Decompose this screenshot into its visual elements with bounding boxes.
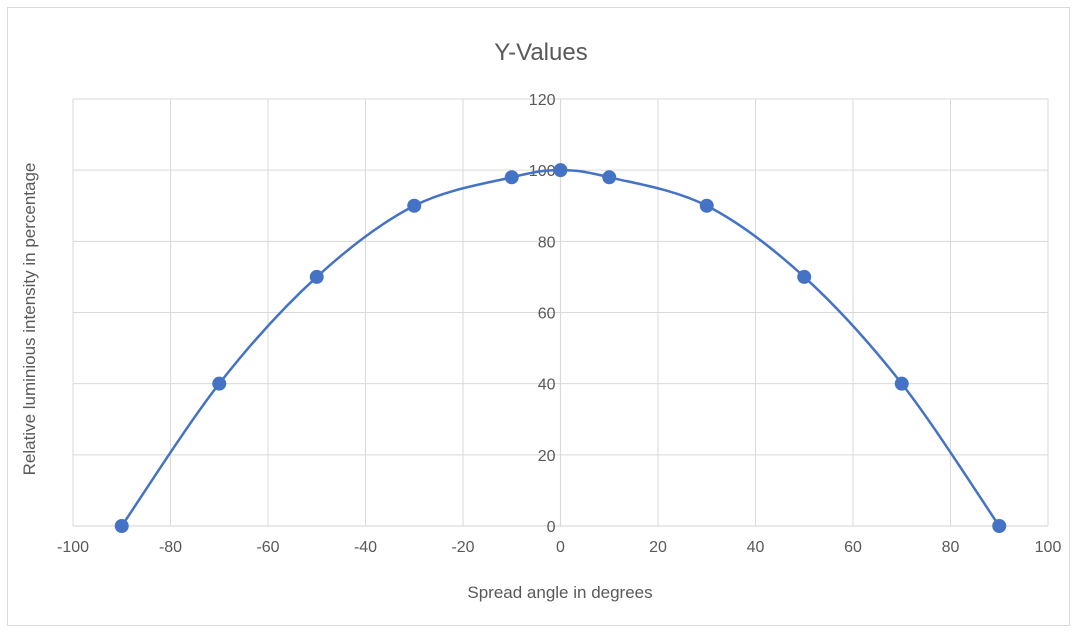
x-axis-title: Spread angle in degrees (467, 583, 652, 602)
data-series (114, 163, 1007, 533)
x-tick-label: 40 (747, 539, 765, 556)
y-tick-label: 40 (538, 377, 556, 394)
y-tick-label: 80 (538, 234, 556, 251)
chart-svg: Y-Values -100 -80 -60 -40 -20 0 20 40 60 80 100 0 20… (20, 39, 1061, 602)
y-tick-label: 20 (538, 448, 556, 465)
data-point (894, 376, 909, 391)
data-point (504, 170, 519, 185)
tick-labels: -100 -80 -60 -40 -20 0 20 40 60 80 100020406080100… (57, 92, 1061, 556)
y-tick-label: 60 (538, 306, 556, 323)
chart-area: Y-Values -100 -80 -60 -40 -20 0 20 40 60 80 100 0 20… (7, 7, 1070, 626)
x-tick-label: 100 (1035, 539, 1062, 556)
data-point (407, 198, 422, 213)
x-tick-label: -80 (159, 539, 182, 556)
x-tick-label: 60 (844, 539, 862, 556)
x-tick-label: -20 (451, 539, 474, 556)
data-point (212, 376, 227, 391)
y-tick-label: 120 (529, 92, 556, 109)
x-tick-label: 0 (556, 539, 565, 556)
y-axis-title: Relative luminious intensity in percenta… (20, 163, 39, 476)
x-tick-label: 20 (649, 539, 667, 556)
y-tick-label: 0 (547, 519, 556, 536)
x-tick-label: -100 (57, 539, 89, 556)
data-point (699, 198, 714, 213)
data-point (797, 269, 812, 284)
chart-title: Y-Values (494, 39, 587, 66)
data-point (114, 519, 129, 533)
data-point (309, 269, 324, 284)
x-tick-label: 80 (942, 539, 960, 556)
x-tick-label: -40 (354, 539, 377, 556)
data-point (553, 163, 568, 178)
x-tick-label: -60 (256, 539, 279, 556)
data-point (992, 519, 1007, 533)
data-point (602, 170, 617, 185)
